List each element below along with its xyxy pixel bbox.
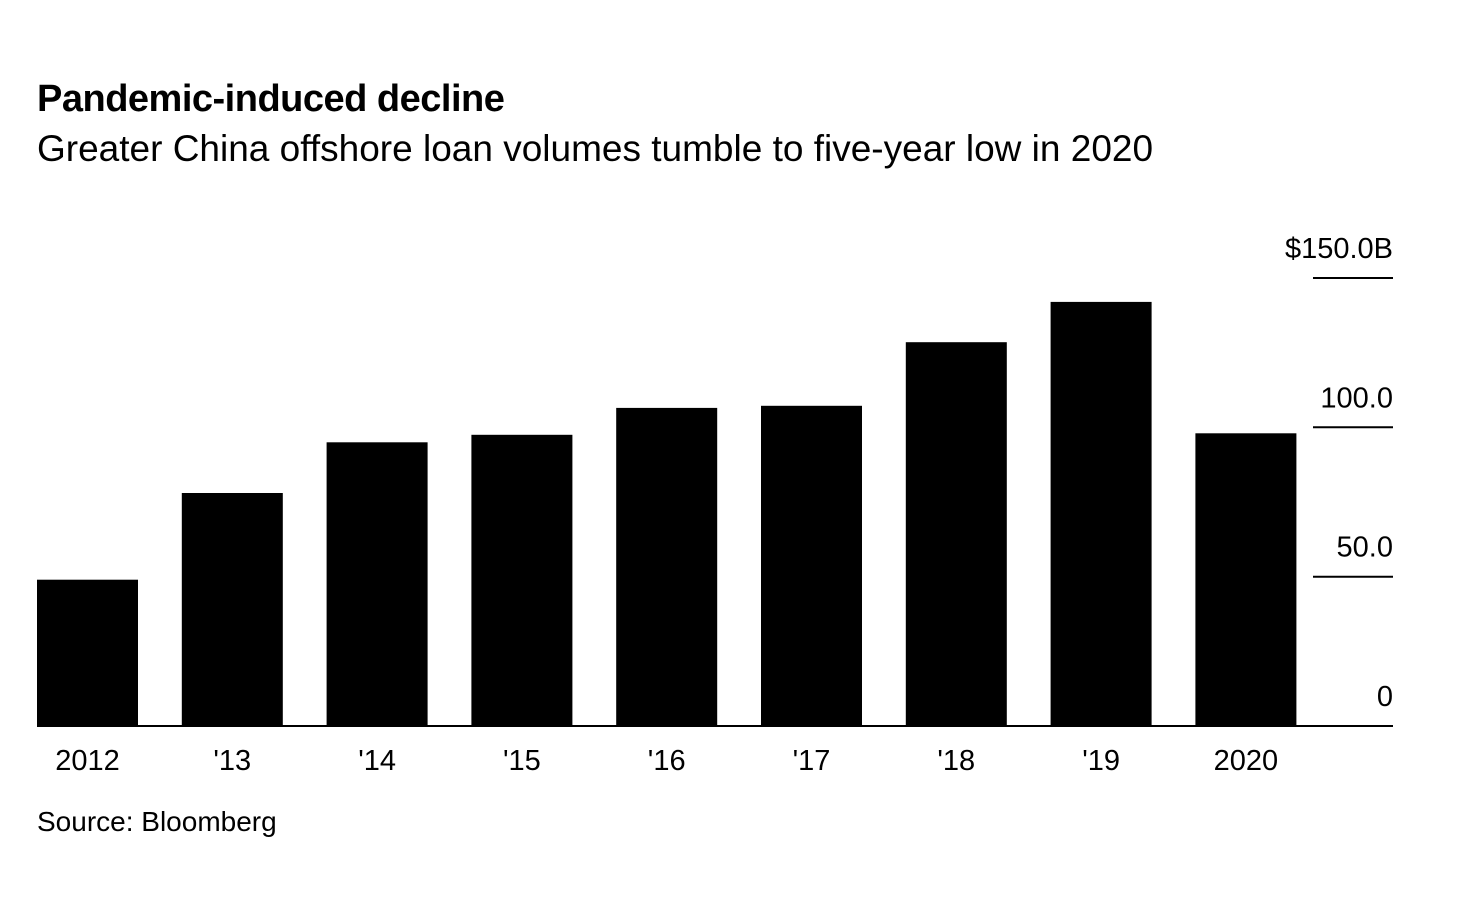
- bar-1: [181, 493, 283, 726]
- y-tick-label: 0: [1377, 681, 1393, 713]
- bar-3: [471, 434, 573, 726]
- chart-title: Pandemic-induced decline: [37, 78, 505, 120]
- chart-subtitle: Greater China offshore loan volumes tumb…: [37, 128, 1154, 169]
- x-tick-label: '17: [793, 745, 831, 777]
- y-tick-label: 50.0: [1337, 532, 1393, 564]
- bar-0: [37, 579, 138, 726]
- bar-4: [616, 407, 718, 726]
- x-axis-labels: 2012 '13 '14 '15 '16 '17 '18 '19 2020: [55, 745, 1278, 777]
- x-tick-label: 2020: [1214, 745, 1279, 777]
- source-note: Source: Bloomberg: [37, 806, 277, 837]
- x-tick-label: '13: [213, 745, 251, 777]
- x-tick-label: '14: [358, 745, 396, 777]
- bar-5: [761, 405, 862, 726]
- bar-8: [1195, 433, 1297, 726]
- y-tick-label: 100.0: [1320, 382, 1393, 414]
- bar-7: [1050, 301, 1152, 726]
- bar-6: [905, 342, 1007, 726]
- bar-2: [326, 442, 428, 726]
- x-tick-label: '18: [937, 745, 975, 777]
- y-axis: 0 50.0 100.0 $150.0B: [1285, 233, 1393, 713]
- y-tick-label: $150.0B: [1285, 233, 1393, 265]
- bars-group: [37, 301, 1297, 726]
- x-tick-label: '15: [503, 745, 541, 777]
- x-tick-label: '19: [1082, 745, 1120, 777]
- x-tick-label: '16: [648, 745, 686, 777]
- x-tick-label: 2012: [55, 745, 120, 777]
